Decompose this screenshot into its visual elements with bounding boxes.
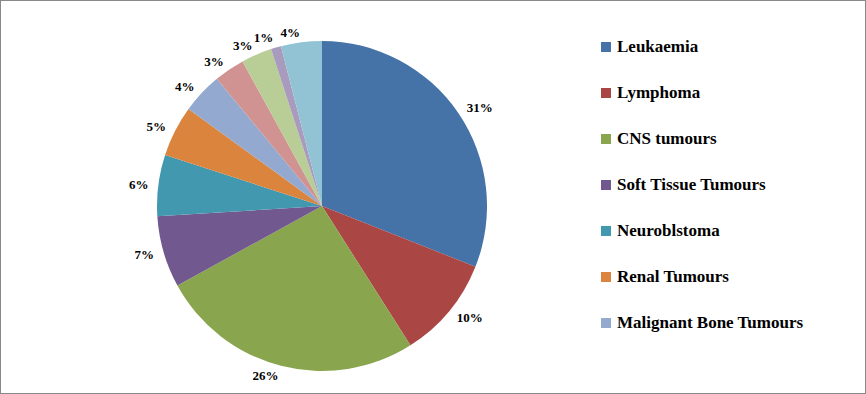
svg-text:1%: 1%: [254, 30, 274, 45]
svg-text:7%: 7%: [134, 247, 154, 262]
html-text:Renal Tumours: Renal Tumours: [617, 267, 729, 286]
html-text:Neuroblstoma: Neuroblstoma: [617, 221, 720, 240]
svg-text:5%: 5%: [147, 119, 167, 134]
html-text:CNS tumours: CNS tumours: [617, 129, 717, 148]
html-text:Soft Tissue Tumours: Soft Tissue Tumours: [617, 175, 766, 194]
svg-text:26%: 26%: [252, 368, 278, 383]
html-text:Malignant Bone Tumours: Malignant Bone Tumours: [617, 313, 804, 332]
svg-text:6%: 6%: [129, 177, 149, 192]
svg-text:3%: 3%: [204, 54, 224, 69]
html-text:Leukaemia: Leukaemia: [617, 37, 699, 56]
svg-text:4%: 4%: [281, 25, 301, 40]
svg-text:31%: 31%: [467, 100, 493, 115]
html-text:Lymphoma: Lymphoma: [617, 83, 701, 102]
svg-text:10%: 10%: [457, 310, 483, 325]
svg-text:4%: 4%: [175, 79, 195, 94]
svg-text:3%: 3%: [233, 38, 253, 53]
